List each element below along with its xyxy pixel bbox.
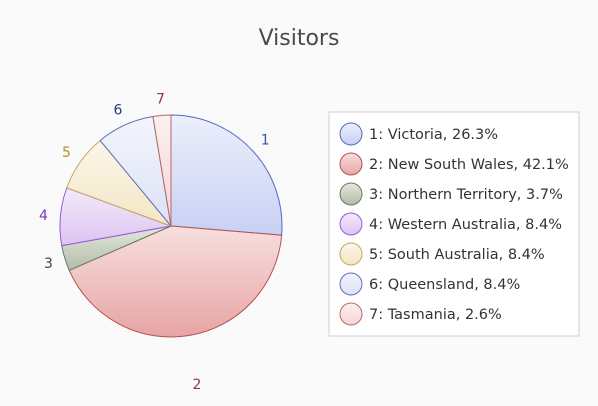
- slice-labels: 1 2 3 4 5 6 7: [39, 91, 270, 393]
- legend-swatch-3: [339, 182, 363, 206]
- legend-entry-6: 6: Queensland, 8.4%: [369, 277, 520, 293]
- chart-title: Visitors: [259, 26, 340, 51]
- legend-entry-3: 3: Northern Territory, 3.7%: [369, 187, 563, 203]
- slice-label-6: 6: [113, 103, 122, 119]
- legend-swatch-1: [339, 122, 363, 146]
- slice-label-2: 2: [193, 377, 202, 393]
- legend-swatch-2: [339, 152, 363, 176]
- legend-swatch-4: [339, 212, 363, 236]
- pie-slices: [59, 114, 283, 338]
- slice-label-1: 1: [261, 132, 270, 148]
- slice-label-5: 5: [62, 145, 71, 161]
- slice-label-4: 4: [39, 208, 48, 224]
- slice-label-7: 7: [156, 91, 165, 107]
- legend-entry-2: 2: New South Wales, 42.1%: [369, 157, 569, 173]
- pie-slice-7: [152, 114, 172, 227]
- slice-label-3: 3: [44, 256, 53, 272]
- legend-swatch-5: [339, 242, 363, 266]
- legend-box: [328, 111, 580, 337]
- legend-entry-4: 4: Western Australia, 8.4%: [369, 217, 562, 233]
- legend-swatch-6: [339, 272, 363, 296]
- legend-entry-1: 1: Victoria, 26.3%: [369, 127, 498, 143]
- legend-entry-7: 7: Tasmania, 2.6%: [369, 307, 502, 323]
- legend-entry-5: 5: South Australia, 8.4%: [369, 247, 545, 263]
- legend: 1: Victoria, 26.3% 2: New South Wales, 42…: [328, 111, 580, 337]
- pie-slice-2: [68, 225, 283, 338]
- pie-slice-1: [170, 114, 283, 236]
- legend-swatch-7: [339, 302, 363, 326]
